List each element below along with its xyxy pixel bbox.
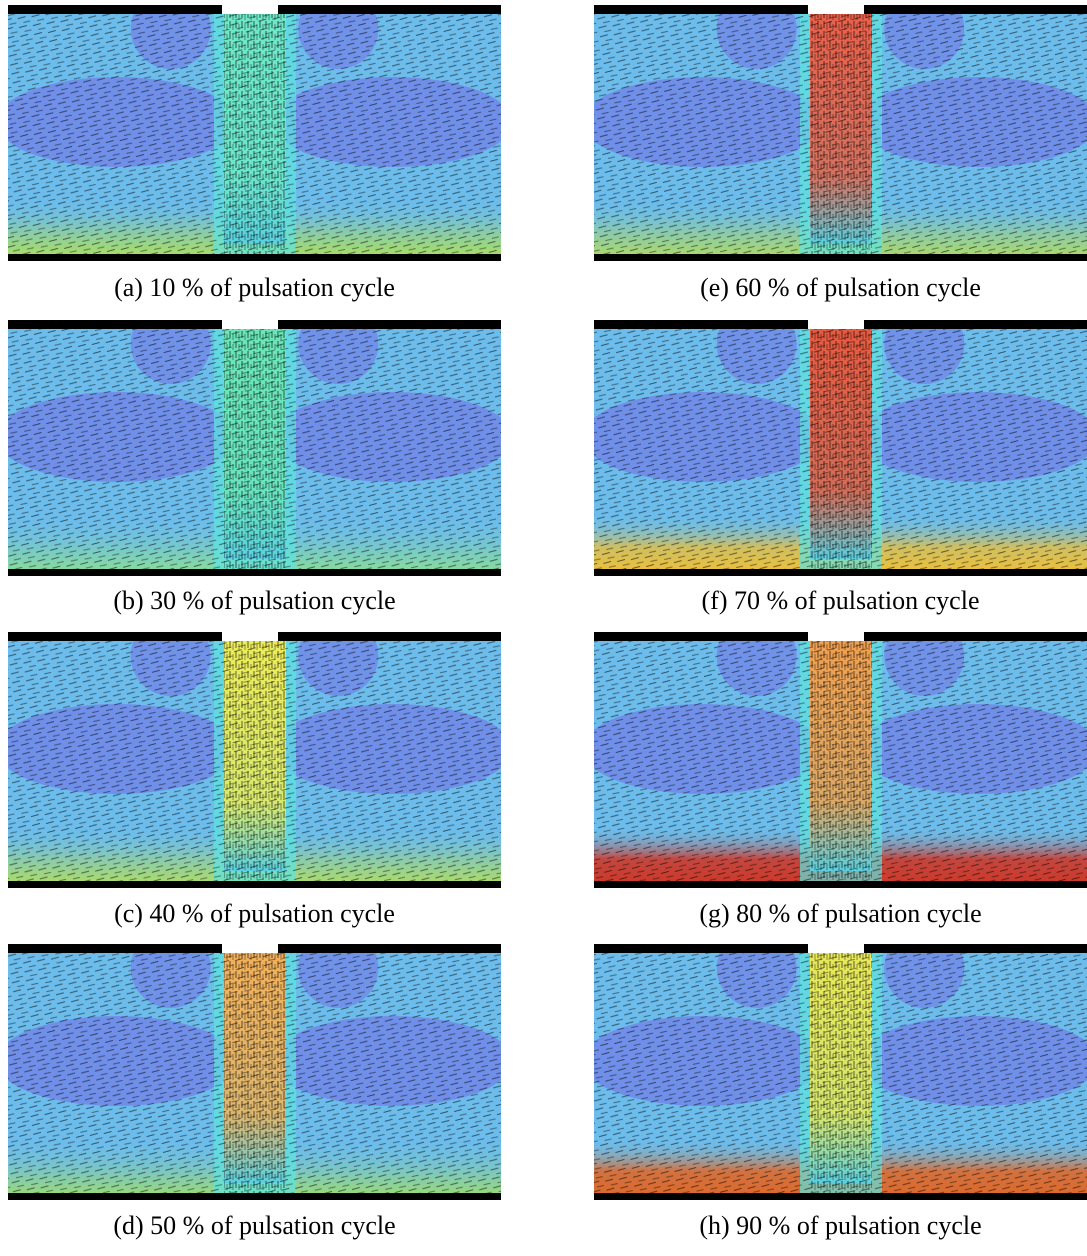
panel: (e) 60 % of pulsation cycle (594, 5, 1087, 302)
jet-vectors (224, 953, 286, 1193)
top-wall (864, 320, 1087, 329)
jet-vectors (810, 953, 872, 1193)
top-wall (278, 5, 501, 14)
bottom-wall (8, 254, 501, 261)
jet-vectors (810, 641, 872, 881)
caption: (h) 90 % of pulsation cycle (699, 1211, 981, 1240)
panel: (b) 30 % of pulsation cycle (8, 320, 501, 615)
top-wall (8, 632, 222, 641)
flow-field (594, 329, 1087, 569)
top-wall (8, 320, 222, 329)
caption: (g) 80 % of pulsation cycle (699, 899, 981, 928)
panel: (h) 90 % of pulsation cycle (594, 944, 1087, 1240)
bottom-wall (8, 569, 501, 576)
jet-vectors (810, 14, 872, 254)
panel: (a) 10 % of pulsation cycle (8, 5, 501, 302)
flow-field (594, 641, 1087, 881)
flow-field (8, 329, 501, 569)
jet-vectors (224, 641, 286, 881)
top-wall (594, 320, 808, 329)
top-wall (864, 944, 1087, 953)
jet-vectors (224, 329, 286, 569)
jet-vectors (810, 329, 872, 569)
bottom-wall (594, 569, 1087, 576)
caption: (e) 60 % of pulsation cycle (700, 273, 981, 302)
bottom-wall (594, 1193, 1087, 1200)
jet-vectors (224, 14, 286, 254)
top-wall (864, 5, 1087, 14)
caption: (f) 70 % of pulsation cycle (702, 586, 980, 615)
top-wall (864, 632, 1087, 641)
top-wall (278, 632, 501, 641)
flow-field (8, 14, 501, 254)
top-wall (278, 944, 501, 953)
bottom-wall (8, 1193, 501, 1200)
bottom-wall (594, 254, 1087, 261)
top-wall (594, 5, 808, 14)
panel: (f) 70 % of pulsation cycle (594, 320, 1087, 615)
caption: (d) 50 % of pulsation cycle (113, 1211, 395, 1240)
panel: (g) 80 % of pulsation cycle (594, 632, 1087, 928)
top-wall (8, 5, 222, 14)
top-wall (594, 632, 808, 641)
top-wall (594, 944, 808, 953)
bottom-wall (594, 881, 1087, 888)
flow-field (8, 953, 501, 1193)
caption: (a) 10 % of pulsation cycle (114, 273, 395, 302)
panel: (d) 50 % of pulsation cycle (8, 944, 501, 1240)
bottom-wall (8, 881, 501, 888)
panel: (c) 40 % of pulsation cycle (8, 632, 501, 928)
flow-field (594, 953, 1087, 1193)
flow-field (8, 641, 501, 881)
caption: (b) 30 % of pulsation cycle (113, 586, 395, 615)
top-wall (278, 320, 501, 329)
flow-field (594, 14, 1087, 254)
caption: (c) 40 % of pulsation cycle (114, 899, 395, 928)
top-wall (8, 944, 222, 953)
